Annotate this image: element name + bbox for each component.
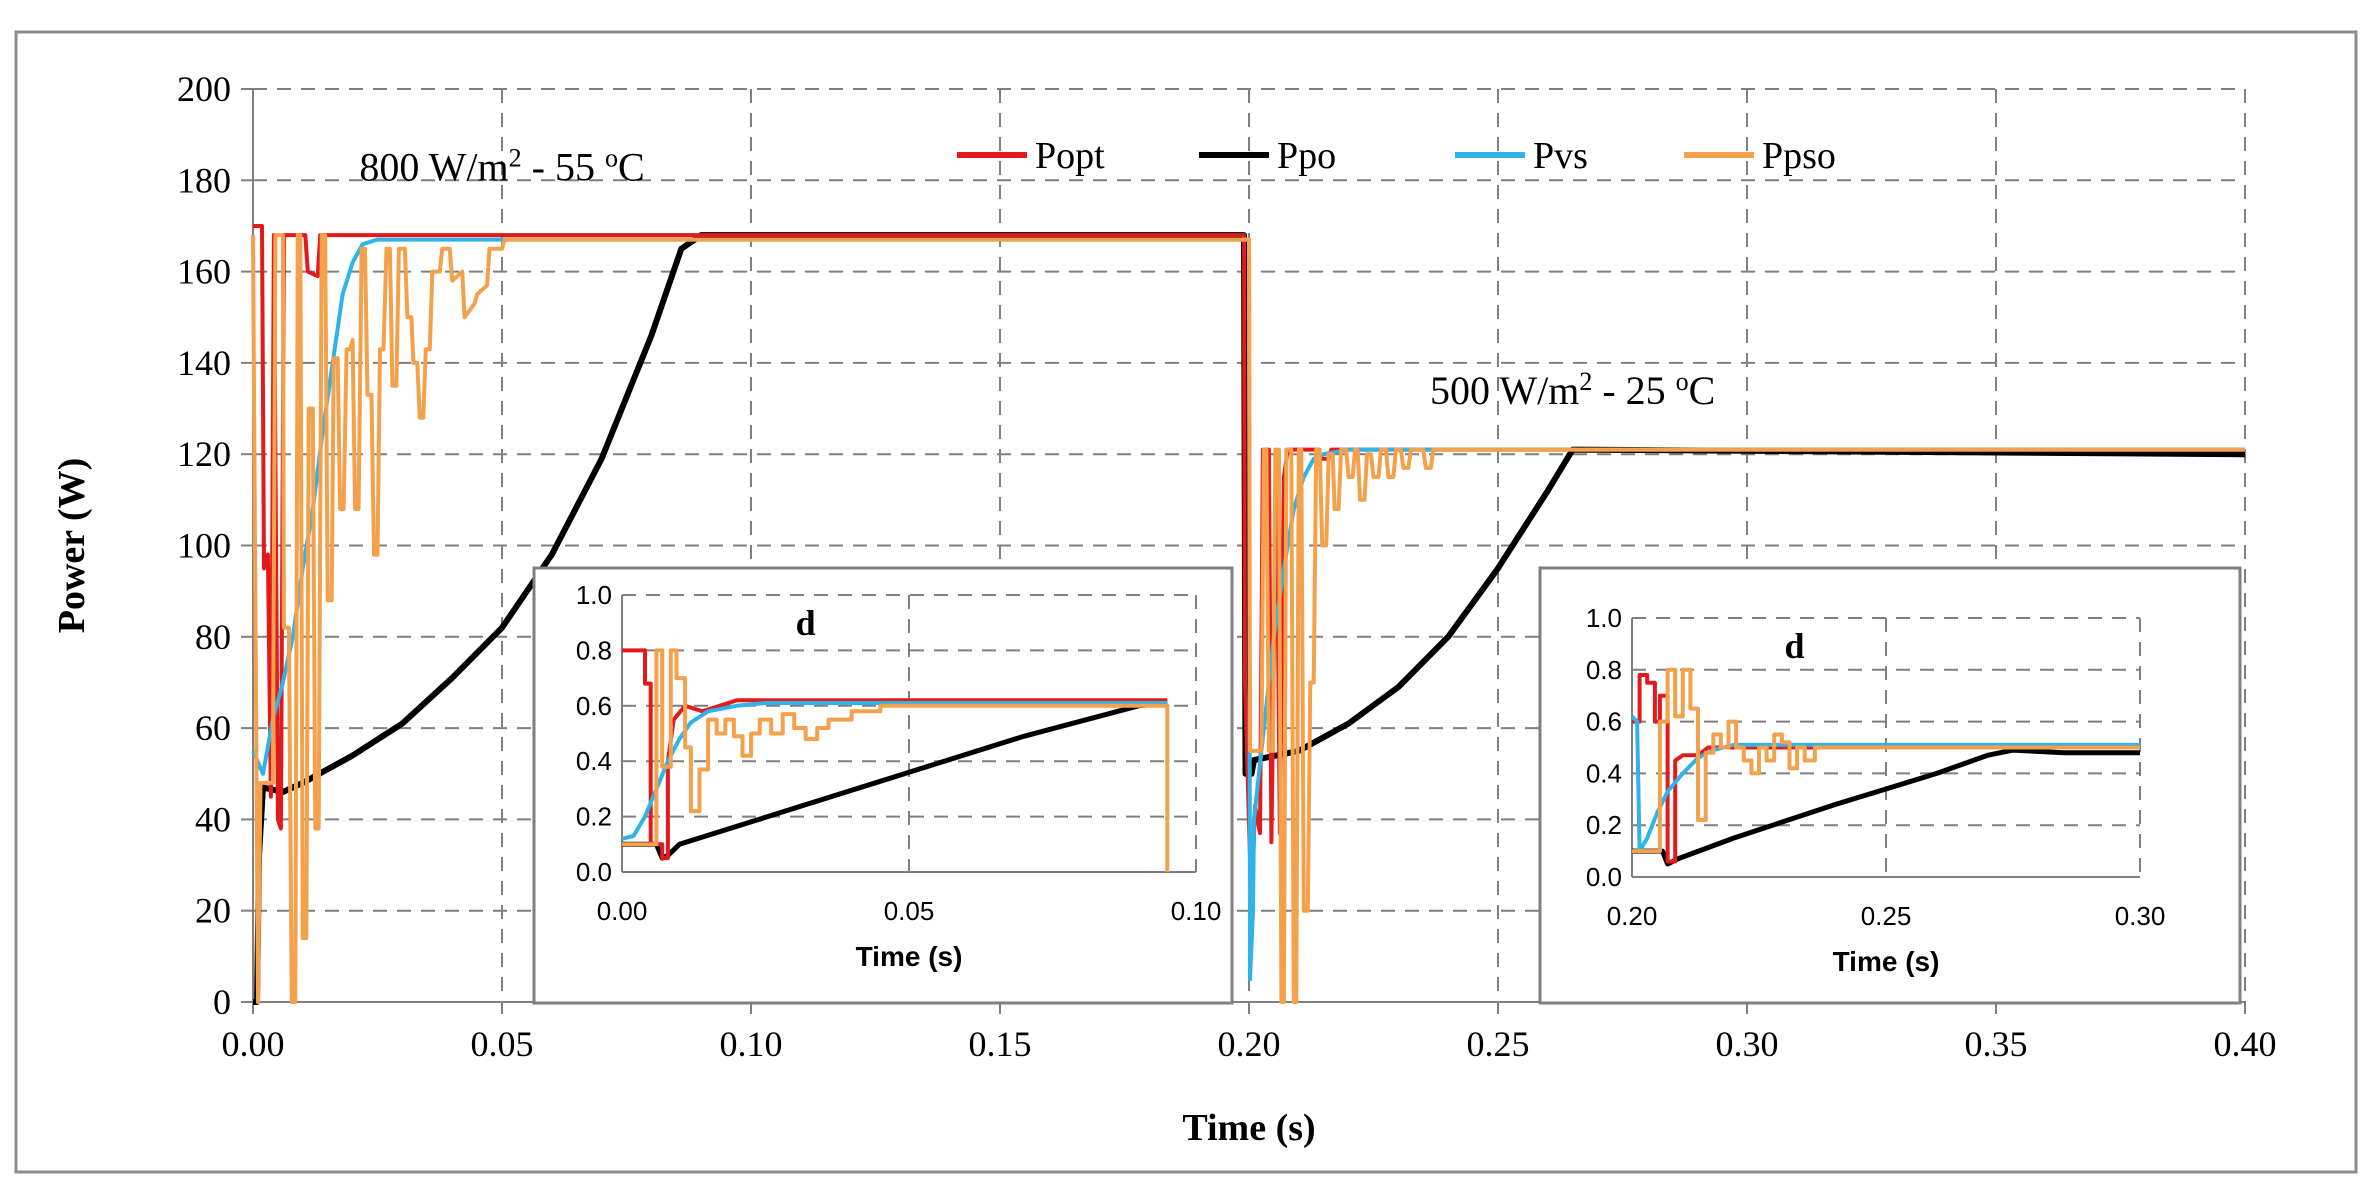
x-tick-label: 0.40 bbox=[2214, 1024, 2277, 1064]
inset-chart-left: 0.0 0.2 0.4 0.6 0.8 1.0 0.00 0.05 0.10 Time (s) d bbox=[532, 566, 1234, 1005]
inset-x-axis-title: Time (s) bbox=[856, 941, 963, 972]
legend-label-ppso: Ppso bbox=[1762, 135, 1836, 177]
y-tick-label: 180 bbox=[177, 160, 231, 200]
inset-series-line-popt bbox=[1632, 673, 2140, 864]
y-tick-label: 200 bbox=[177, 69, 231, 109]
inset-y-tick-label: 1.0 bbox=[1586, 603, 1622, 633]
y-tick-label: 160 bbox=[177, 252, 231, 292]
inset-series-line-ppso bbox=[1632, 667, 2140, 854]
y-tick-label: 20 bbox=[195, 891, 231, 931]
inset-y-tick-label: 0.4 bbox=[576, 746, 612, 776]
legend-label-ppo: Ppo bbox=[1277, 135, 1336, 177]
inset-y-tick-label: 0.2 bbox=[576, 802, 612, 832]
inset-series-line-popt bbox=[622, 648, 1168, 861]
x-tick-label: 0.20 bbox=[1218, 1024, 1281, 1064]
y-tick-label: 60 bbox=[195, 708, 231, 748]
inset-frame bbox=[532, 566, 1234, 1005]
x-tick-label: 0.10 bbox=[720, 1024, 783, 1064]
inset-series-line-pvs bbox=[621, 701, 1168, 841]
x-tick-label: 0.05 bbox=[471, 1024, 534, 1064]
inset-y-tick-label: 0.6 bbox=[576, 691, 612, 721]
inset-y-tick-label: 0.8 bbox=[576, 635, 612, 665]
inset-series-line-ppo bbox=[622, 700, 1168, 861]
inset-x-tick-label: 0.25 bbox=[1861, 901, 1912, 931]
inset-y-tick-label: 0.6 bbox=[1586, 707, 1622, 737]
inset-x-tick-label: 0.30 bbox=[2115, 901, 2166, 931]
inset-x-tick-label: 0.20 bbox=[1607, 901, 1658, 931]
x-tick-label: 0.15 bbox=[969, 1024, 1032, 1064]
inset-panel-label: d bbox=[1785, 626, 1805, 666]
inset-y-tick-label: 0.2 bbox=[1586, 810, 1622, 840]
x-tick-label: 0.35 bbox=[1965, 1024, 2028, 1064]
condition-annotation-1: 800 W/m2 - 55 oC bbox=[359, 143, 644, 190]
inset-chart-right: 0.0 0.2 0.4 0.6 0.8 1.0 0.20 0.25 0.30 Time (s) d bbox=[1538, 566, 2242, 1005]
condition-annotation-2: 500 W/m2 - 25 oC bbox=[1430, 366, 1715, 413]
legend-label-pvs: Pvs bbox=[1533, 135, 1588, 177]
inset-y-tick-label: 0.0 bbox=[1586, 862, 1622, 892]
inset-x-axis-title: Time (s) bbox=[1833, 946, 1940, 977]
series-line-ppso bbox=[251, 233, 2245, 1004]
y-tick-label: 0 bbox=[213, 982, 231, 1022]
inset-x-tick-label: 0.05 bbox=[884, 896, 935, 926]
legend-label-popt: Popt bbox=[1035, 135, 1105, 177]
legend: Popt Ppo Pvs Ppso bbox=[957, 135, 1836, 177]
inset-y-tick-label: 0.0 bbox=[576, 857, 612, 887]
x-tick-label: 0.00 bbox=[222, 1024, 285, 1064]
inset-x-tick-label: 0.00 bbox=[597, 896, 648, 926]
inset-series-line-ppso bbox=[622, 648, 1170, 872]
y-tick-label: 40 bbox=[195, 799, 231, 839]
x-tick-label: 0.30 bbox=[1716, 1024, 1779, 1064]
x-axis-title: Time (s) bbox=[1182, 1107, 1315, 1149]
inset-y-tick-label: 1.0 bbox=[576, 580, 612, 610]
y-tick-label: 120 bbox=[177, 434, 231, 474]
inset-y-tick-label: 0.4 bbox=[1586, 758, 1622, 788]
y-tick-label: 140 bbox=[177, 343, 231, 383]
inset-series-line-pvs bbox=[1630, 714, 2140, 854]
y-tick-label: 80 bbox=[195, 617, 231, 657]
y-tick-label: 100 bbox=[177, 526, 231, 566]
x-tick-label: 0.25 bbox=[1467, 1024, 1530, 1064]
inset-y-tick-label: 0.8 bbox=[1586, 655, 1622, 685]
inset-x-tick-label: 0.10 bbox=[1171, 896, 1222, 926]
inset-panel-label: d bbox=[796, 603, 816, 643]
y-axis-title: Power (W) bbox=[51, 458, 93, 634]
